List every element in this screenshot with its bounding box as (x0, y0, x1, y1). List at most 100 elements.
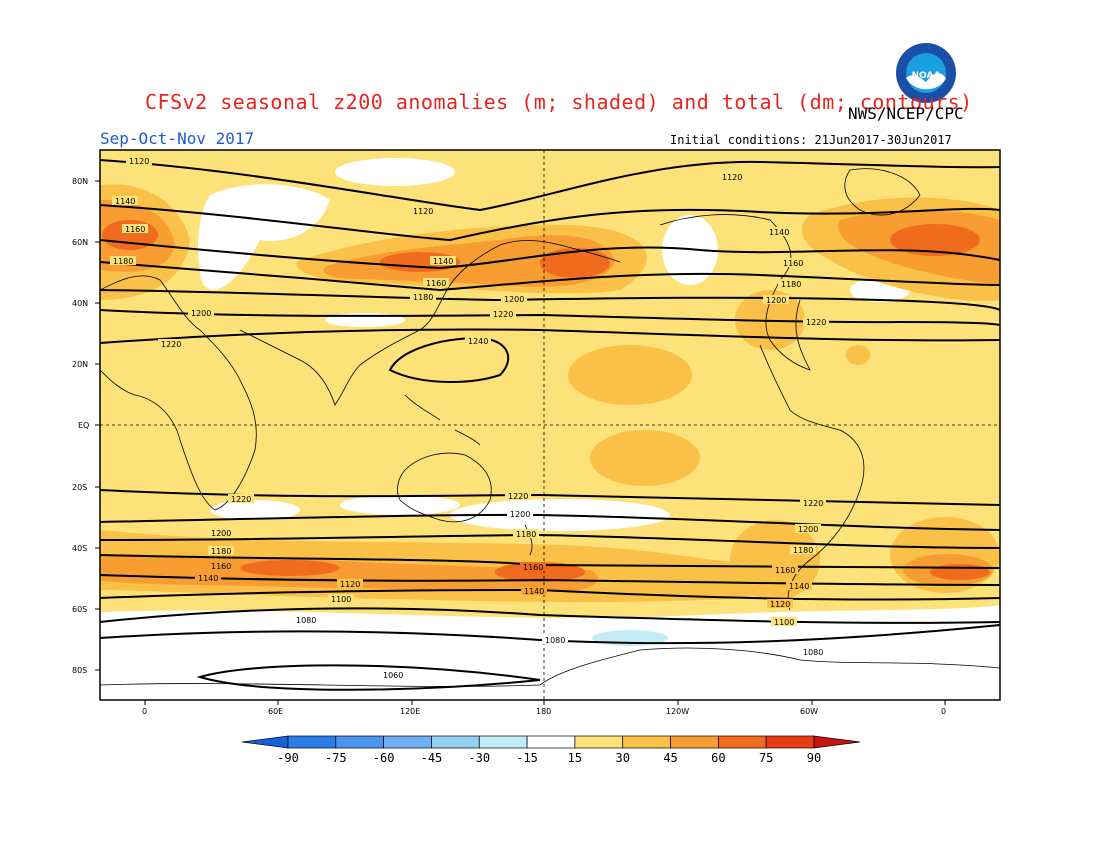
colorbar-segment (718, 735, 767, 749)
lat-label: EQ (78, 421, 89, 430)
svg-text:1160: 1160 (125, 225, 145, 234)
svg-text:1200: 1200 (510, 510, 530, 519)
contour-label: 1060 (380, 670, 406, 680)
contour-label: 1140 (521, 586, 547, 596)
contour-label: 1220 (800, 498, 826, 508)
contour-label: 1160 (520, 562, 546, 572)
svg-text:1220: 1220 (231, 495, 251, 504)
contour-label: 1080 (542, 635, 568, 645)
contour-label: 1220 (490, 309, 516, 319)
lat-label: 40N (72, 299, 88, 308)
contour-label: 1100 (328, 594, 354, 604)
svg-text:1060: 1060 (383, 671, 403, 680)
contour-label: 1200 (507, 509, 533, 519)
colorbar-segment (335, 735, 384, 749)
contour-label: 1140 (195, 573, 221, 583)
svg-text:1200: 1200 (191, 309, 211, 318)
agency-label: NWS/NCEP/CPC (848, 104, 964, 123)
lat-label: 20N (72, 360, 88, 369)
svg-text:1160: 1160 (211, 562, 231, 571)
svg-text:NOAA: NOAA (912, 71, 941, 81)
colorbar-segment (765, 735, 815, 749)
lon-label: 60W (800, 707, 818, 716)
contour-label: 1180 (513, 529, 539, 539)
colorbar-segment (287, 735, 337, 749)
contour-label: 1200 (501, 294, 527, 304)
svg-text:1160: 1160 (426, 279, 446, 288)
colorbar-segment (431, 735, 480, 749)
colorbar-label: -45 (421, 751, 443, 765)
lon-label: 120W (666, 707, 689, 716)
svg-text:1160: 1160 (783, 259, 803, 268)
svg-text:1120: 1120 (722, 173, 742, 182)
svg-text:1160: 1160 (523, 563, 543, 572)
contour-label: 1160 (423, 278, 449, 288)
colorbar-segment (622, 735, 671, 749)
lon-label: 120E (400, 707, 420, 716)
contour-label: 1080 (293, 615, 319, 625)
colorbar-label: -15 (516, 751, 538, 765)
longitude-axis: 0 60E 120E 180 120W 60W 0 (142, 700, 946, 716)
svg-text:1200: 1200 (504, 295, 524, 304)
colorbar-segment (574, 735, 624, 749)
contour-label: 1240 (465, 336, 491, 346)
svg-text:1140: 1140 (433, 257, 453, 266)
colorbar-label: -75 (325, 751, 347, 765)
svg-text:1240: 1240 (468, 337, 488, 346)
svg-text:1140: 1140 (115, 197, 135, 206)
height-contours (100, 159, 1000, 691)
contour-label: 1200 (188, 308, 214, 318)
latitude-axis: 80N 60N 40N 20N EQ 20S 40S 60S 80S (72, 177, 100, 675)
svg-text:1180: 1180 (113, 257, 133, 266)
noaa-logo: NOAA (896, 43, 956, 103)
contour-label: 1120 (410, 206, 436, 216)
contour-label: 1180 (110, 256, 136, 266)
lon-label: 60E (268, 707, 283, 716)
svg-text:1080: 1080 (296, 616, 316, 625)
contour-label: 1140 (786, 581, 812, 591)
contour-label: 1160 (208, 561, 234, 571)
svg-text:1180: 1180 (413, 293, 433, 302)
contour-label: 1180 (778, 279, 804, 289)
svg-text:1140: 1140 (524, 587, 544, 596)
colorbar-label: -90 (277, 751, 299, 765)
colorbar-label: 45 (663, 751, 677, 765)
svg-text:1100: 1100 (774, 618, 794, 627)
svg-text:1120: 1120 (340, 580, 360, 589)
svg-text:1100: 1100 (331, 595, 351, 604)
lat-label: 80N (72, 177, 88, 186)
contour-label: 1100 (771, 617, 797, 627)
contour-label: 1220 (228, 494, 254, 504)
colorbar-segment (478, 735, 528, 749)
contour-label-group: 1120 1120 1120 1140 1140 1140 1160 1160 … (110, 156, 829, 680)
svg-text:1120: 1120 (413, 207, 433, 216)
colorbar-label: -60 (373, 751, 395, 765)
contour-label: 1160 (772, 565, 798, 575)
contour-label: 1200 (795, 524, 821, 534)
colorbar-label: 30 (616, 751, 630, 765)
contour-label: 1140 (430, 256, 456, 266)
colorbar-segment (813, 735, 861, 749)
contour-label: 1220 (158, 339, 184, 349)
contour-label: 1200 (208, 528, 234, 538)
lon-label: 180 (536, 707, 551, 716)
svg-text:1180: 1180 (516, 530, 536, 539)
lat-label: 80S (72, 666, 87, 675)
lon-label: 0 (142, 707, 147, 716)
contour-label: 1080 (800, 647, 826, 657)
contour-label: 1220 (505, 491, 531, 501)
colorbar-label: -30 (468, 751, 490, 765)
contour-label: 1220 (803, 317, 829, 327)
colorbar-label: 60 (711, 751, 725, 765)
svg-text:1220: 1220 (806, 318, 826, 327)
contour-label: 1140 (766, 227, 792, 237)
svg-text:1200: 1200 (766, 296, 786, 305)
initial-conditions-label: Initial conditions: 21Jun2017-30Jun2017 (670, 133, 952, 147)
svg-text:1220: 1220 (161, 340, 181, 349)
contour-label: 1200 (763, 295, 789, 305)
svg-text:1120: 1120 (129, 157, 149, 166)
svg-text:1120: 1120 (770, 600, 790, 609)
colorbar-segment (670, 735, 719, 749)
colorbar-label: 15 (568, 751, 582, 765)
